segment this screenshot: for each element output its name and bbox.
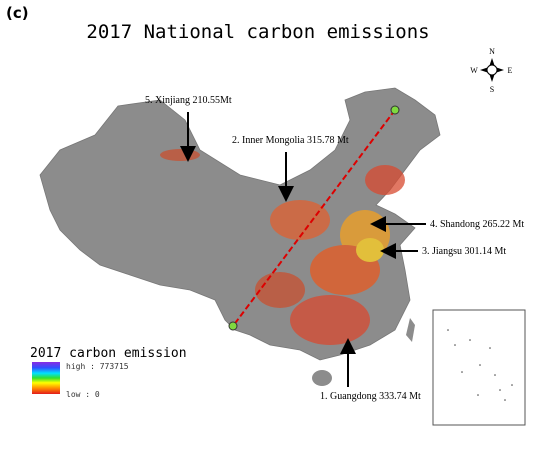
island	[406, 318, 415, 342]
legend-high: high : 773715	[66, 362, 129, 371]
annotation: 2. Inner Mongolia 315.78 Mt	[232, 135, 349, 146]
compass-s: S	[490, 85, 494, 94]
inset-frame	[432, 309, 526, 426]
divide-line	[232, 109, 396, 327]
inset-islands	[447, 329, 513, 401]
panel-label: (c)	[6, 4, 29, 22]
map-title: 2017 National carbon emissions	[86, 21, 429, 43]
compass-n: N	[489, 47, 495, 56]
legend-title: 2017 carbon emission	[30, 346, 187, 361]
emission-overlay	[160, 149, 405, 345]
annotation: 5. Xinjiang 210.55Mt	[145, 95, 232, 106]
annotation: 1. Guangdong 333.74 Mt	[320, 391, 421, 402]
legend-low: low : 0	[66, 390, 100, 399]
compass: N S W E	[470, 47, 512, 94]
line-end	[390, 105, 400, 115]
legend-ramp	[32, 362, 60, 394]
annotation: 3. Jiangsu 301.14 Mt	[422, 246, 506, 257]
compass-e: E	[508, 66, 513, 75]
compass-w: W	[470, 66, 478, 75]
line-end	[228, 321, 238, 331]
island	[312, 370, 332, 386]
annotation: 4. Shandong 265.22 Mt	[430, 219, 524, 230]
